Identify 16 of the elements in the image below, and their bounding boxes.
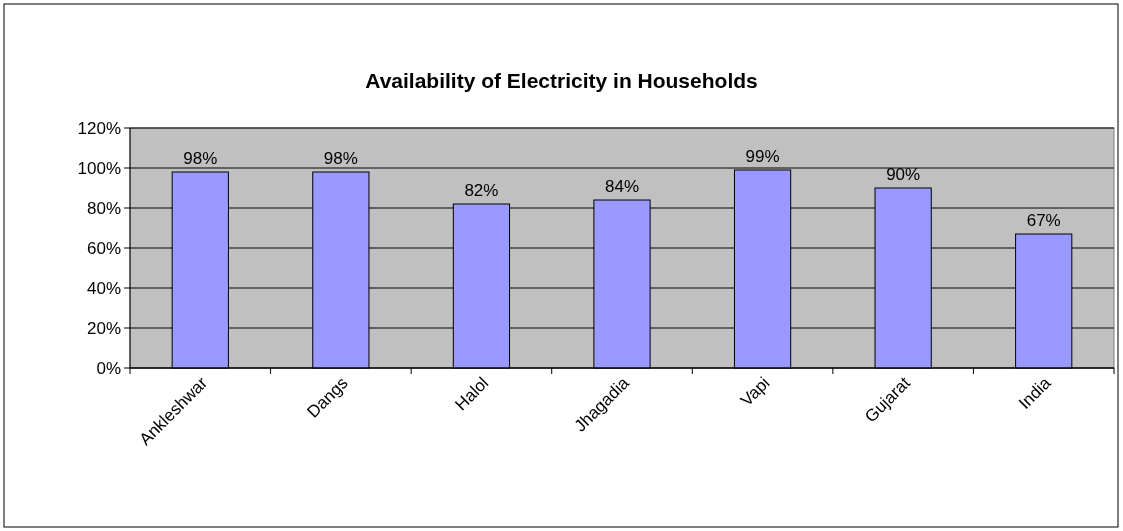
data-label: 67% xyxy=(1026,211,1061,230)
data-label: 98% xyxy=(183,149,218,168)
y-tick-label: 100% xyxy=(77,158,121,178)
y-tick-label: 20% xyxy=(86,318,121,338)
data-label: 98% xyxy=(323,149,358,168)
data-label: 99% xyxy=(745,147,780,166)
chart-title: Availability of Electricity in Households xyxy=(365,69,758,92)
y-tick-label: 120% xyxy=(77,118,121,138)
y-tick-label: 60% xyxy=(86,238,121,258)
y-tick-label: 80% xyxy=(86,198,121,218)
y-tick-label: 0% xyxy=(96,358,121,378)
x-tick-label: Vapi xyxy=(736,373,774,410)
y-tick-label: 40% xyxy=(86,278,121,298)
data-label: 84% xyxy=(604,177,640,196)
data-label: 82% xyxy=(464,181,499,200)
data-label: 90% xyxy=(886,165,921,184)
